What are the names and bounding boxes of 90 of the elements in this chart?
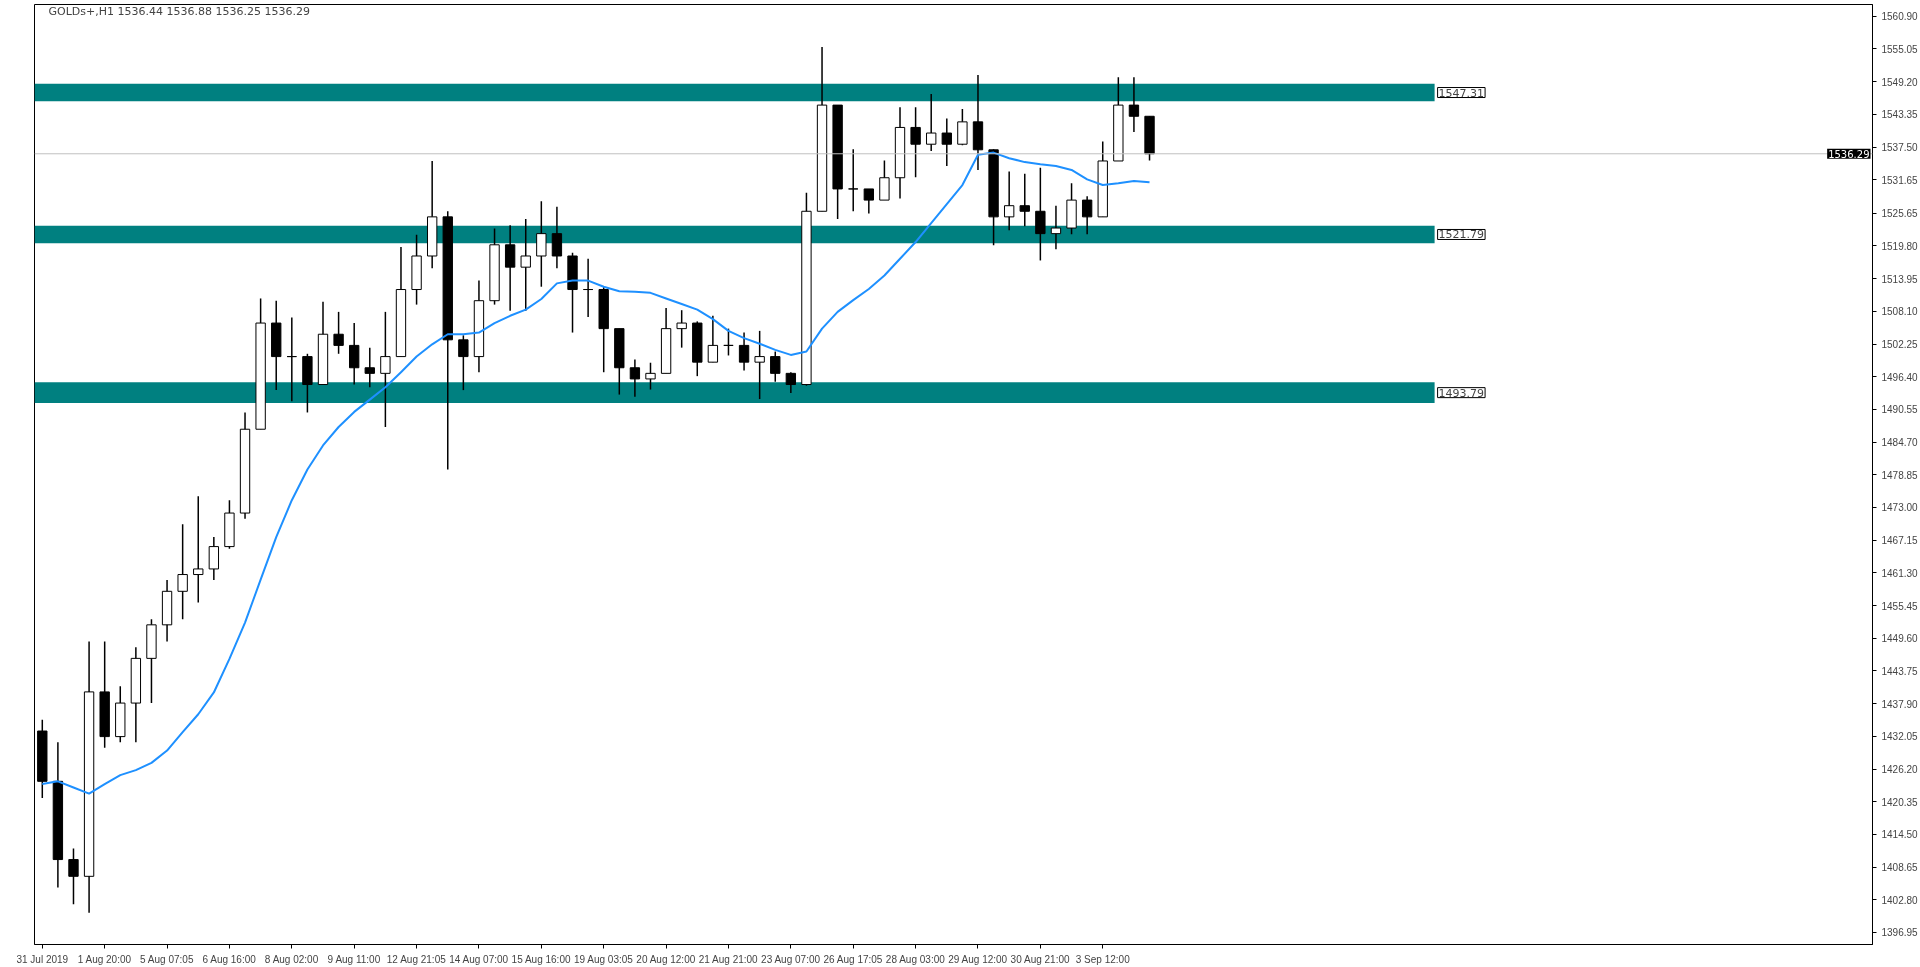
candlestick [349,322,360,386]
y-tick-label: 1502.25 [1881,339,1919,351]
y-tick-label: 1478.85 [1881,469,1919,481]
x-tick-label: 9 Aug 11:00 [327,953,381,965]
band-label: 1521.79 [1438,228,1485,242]
y-tick-label: 1549.20 [1881,76,1919,88]
candlestick [676,309,687,349]
y-tick-label: 1560.90 [1881,11,1919,23]
y-tick-label: 1414.50 [1881,829,1919,841]
y-tick-label: 1396.95 [1881,927,1919,939]
candlestick [738,331,750,372]
x-tick-label: 30 Aug 21:00 [1010,953,1070,965]
candlestick [364,346,375,389]
candlestick [770,350,781,383]
x-tick-label: 20 Aug 12:00 [636,953,696,965]
y-tick-label: 1467.15 [1881,535,1919,547]
x-tick-label: 8 Aug 02:00 [264,953,319,965]
y-tick-label: 1513.95 [1881,273,1919,285]
x-tick-label: 1 Aug 20:00 [77,953,132,965]
candlestick [1050,204,1062,251]
x-tick-label: 15 Aug 16:00 [511,953,571,965]
y-tick-label: 1543.35 [1881,109,1919,121]
y-tick-label: 1449.60 [1881,633,1919,645]
candlestick [458,334,469,391]
ref-line-label: 1536.29 [1828,148,1870,160]
y-tick-label: 1490.55 [1881,404,1919,416]
candlestick [68,847,79,906]
candlestick [629,358,641,398]
candlestick [785,371,797,394]
x-tick-label: 31 Jul 2019 [16,953,69,965]
candlestick [1035,166,1046,262]
candlestick [879,159,890,201]
x-tick-label: 12 Aug 21:05 [386,953,447,965]
band-label: 1547.31 [1438,86,1485,100]
candlestick [957,108,968,147]
x-tick-label: 23 Aug 07:00 [761,953,821,965]
candlestick [1081,195,1093,235]
y-tick-label: 1519.80 [1881,240,1919,252]
x-tick-label: 21 Aug 21:00 [698,953,759,965]
candlestick [582,258,594,318]
y-tick-label: 1525.65 [1881,208,1919,220]
candlestick [551,206,563,270]
y-tick-label: 1443.75 [1881,665,1919,677]
candlestick [941,117,952,167]
y-tick-label: 1496.40 [1881,371,1919,383]
y-tick-label: 1420.35 [1881,796,1919,808]
x-tick-label: 26 Aug 17:05 [823,953,883,965]
line-series [41,151,1151,795]
y-tick-label: 1484.70 [1881,437,1919,449]
x-tick-label: 3 Sep 12:00 [1075,953,1131,965]
x-tick-label: 14 Aug 07:00 [449,953,509,965]
x-tick-label: 6 Aug 16:00 [202,953,257,965]
candlestick [1128,76,1140,133]
candlestick [723,327,734,357]
y-tick-label: 1531.65 [1881,174,1919,186]
candlestick [193,495,204,604]
x-tick-label: 29 Aug 12:00 [948,953,1008,965]
x-tick-label: 19 Aug 03:05 [573,953,634,965]
candlestick [910,106,921,178]
y-tick-label: 1537.50 [1881,142,1919,154]
candlestick [863,188,874,215]
y-tick-label: 1555.05 [1881,43,1919,55]
x-tick-label: 28 Aug 03:00 [885,953,946,965]
candlestick [380,311,391,428]
candlestick [208,536,220,581]
y-tick-label: 1432.05 [1881,731,1919,743]
candlestick [520,218,531,312]
candlestick [504,224,516,312]
candlestick [536,200,547,288]
y-tick-label: 1508.10 [1881,306,1919,318]
y-tick-label: 1473.00 [1881,502,1919,514]
band-label: 1493.79 [1438,386,1485,400]
candlestick [926,93,937,152]
chart-title: GOLDs+,H1 1536.44 1536.88 1536.25 1536.29 [48,4,310,18]
y-tick-label: 1461.30 [1881,567,1919,579]
candlestick [1003,170,1015,232]
candlestick [177,523,188,620]
candlestick [1019,173,1030,228]
candlestick [645,361,656,391]
x-tick-label: 5 Aug 07:05 [140,953,194,965]
candlestick [286,316,297,403]
candlestick [707,315,719,363]
y-tick-label: 1402.80 [1881,894,1919,906]
y-tick-label: 1426.20 [1881,764,1919,776]
candlestick [848,148,859,213]
y-tick-label: 1408.65 [1881,862,1919,874]
candlestick [333,311,344,355]
candlestick [754,330,765,400]
y-tick-label: 1455.45 [1881,600,1919,612]
y-tick-label: 1437.90 [1881,698,1919,710]
